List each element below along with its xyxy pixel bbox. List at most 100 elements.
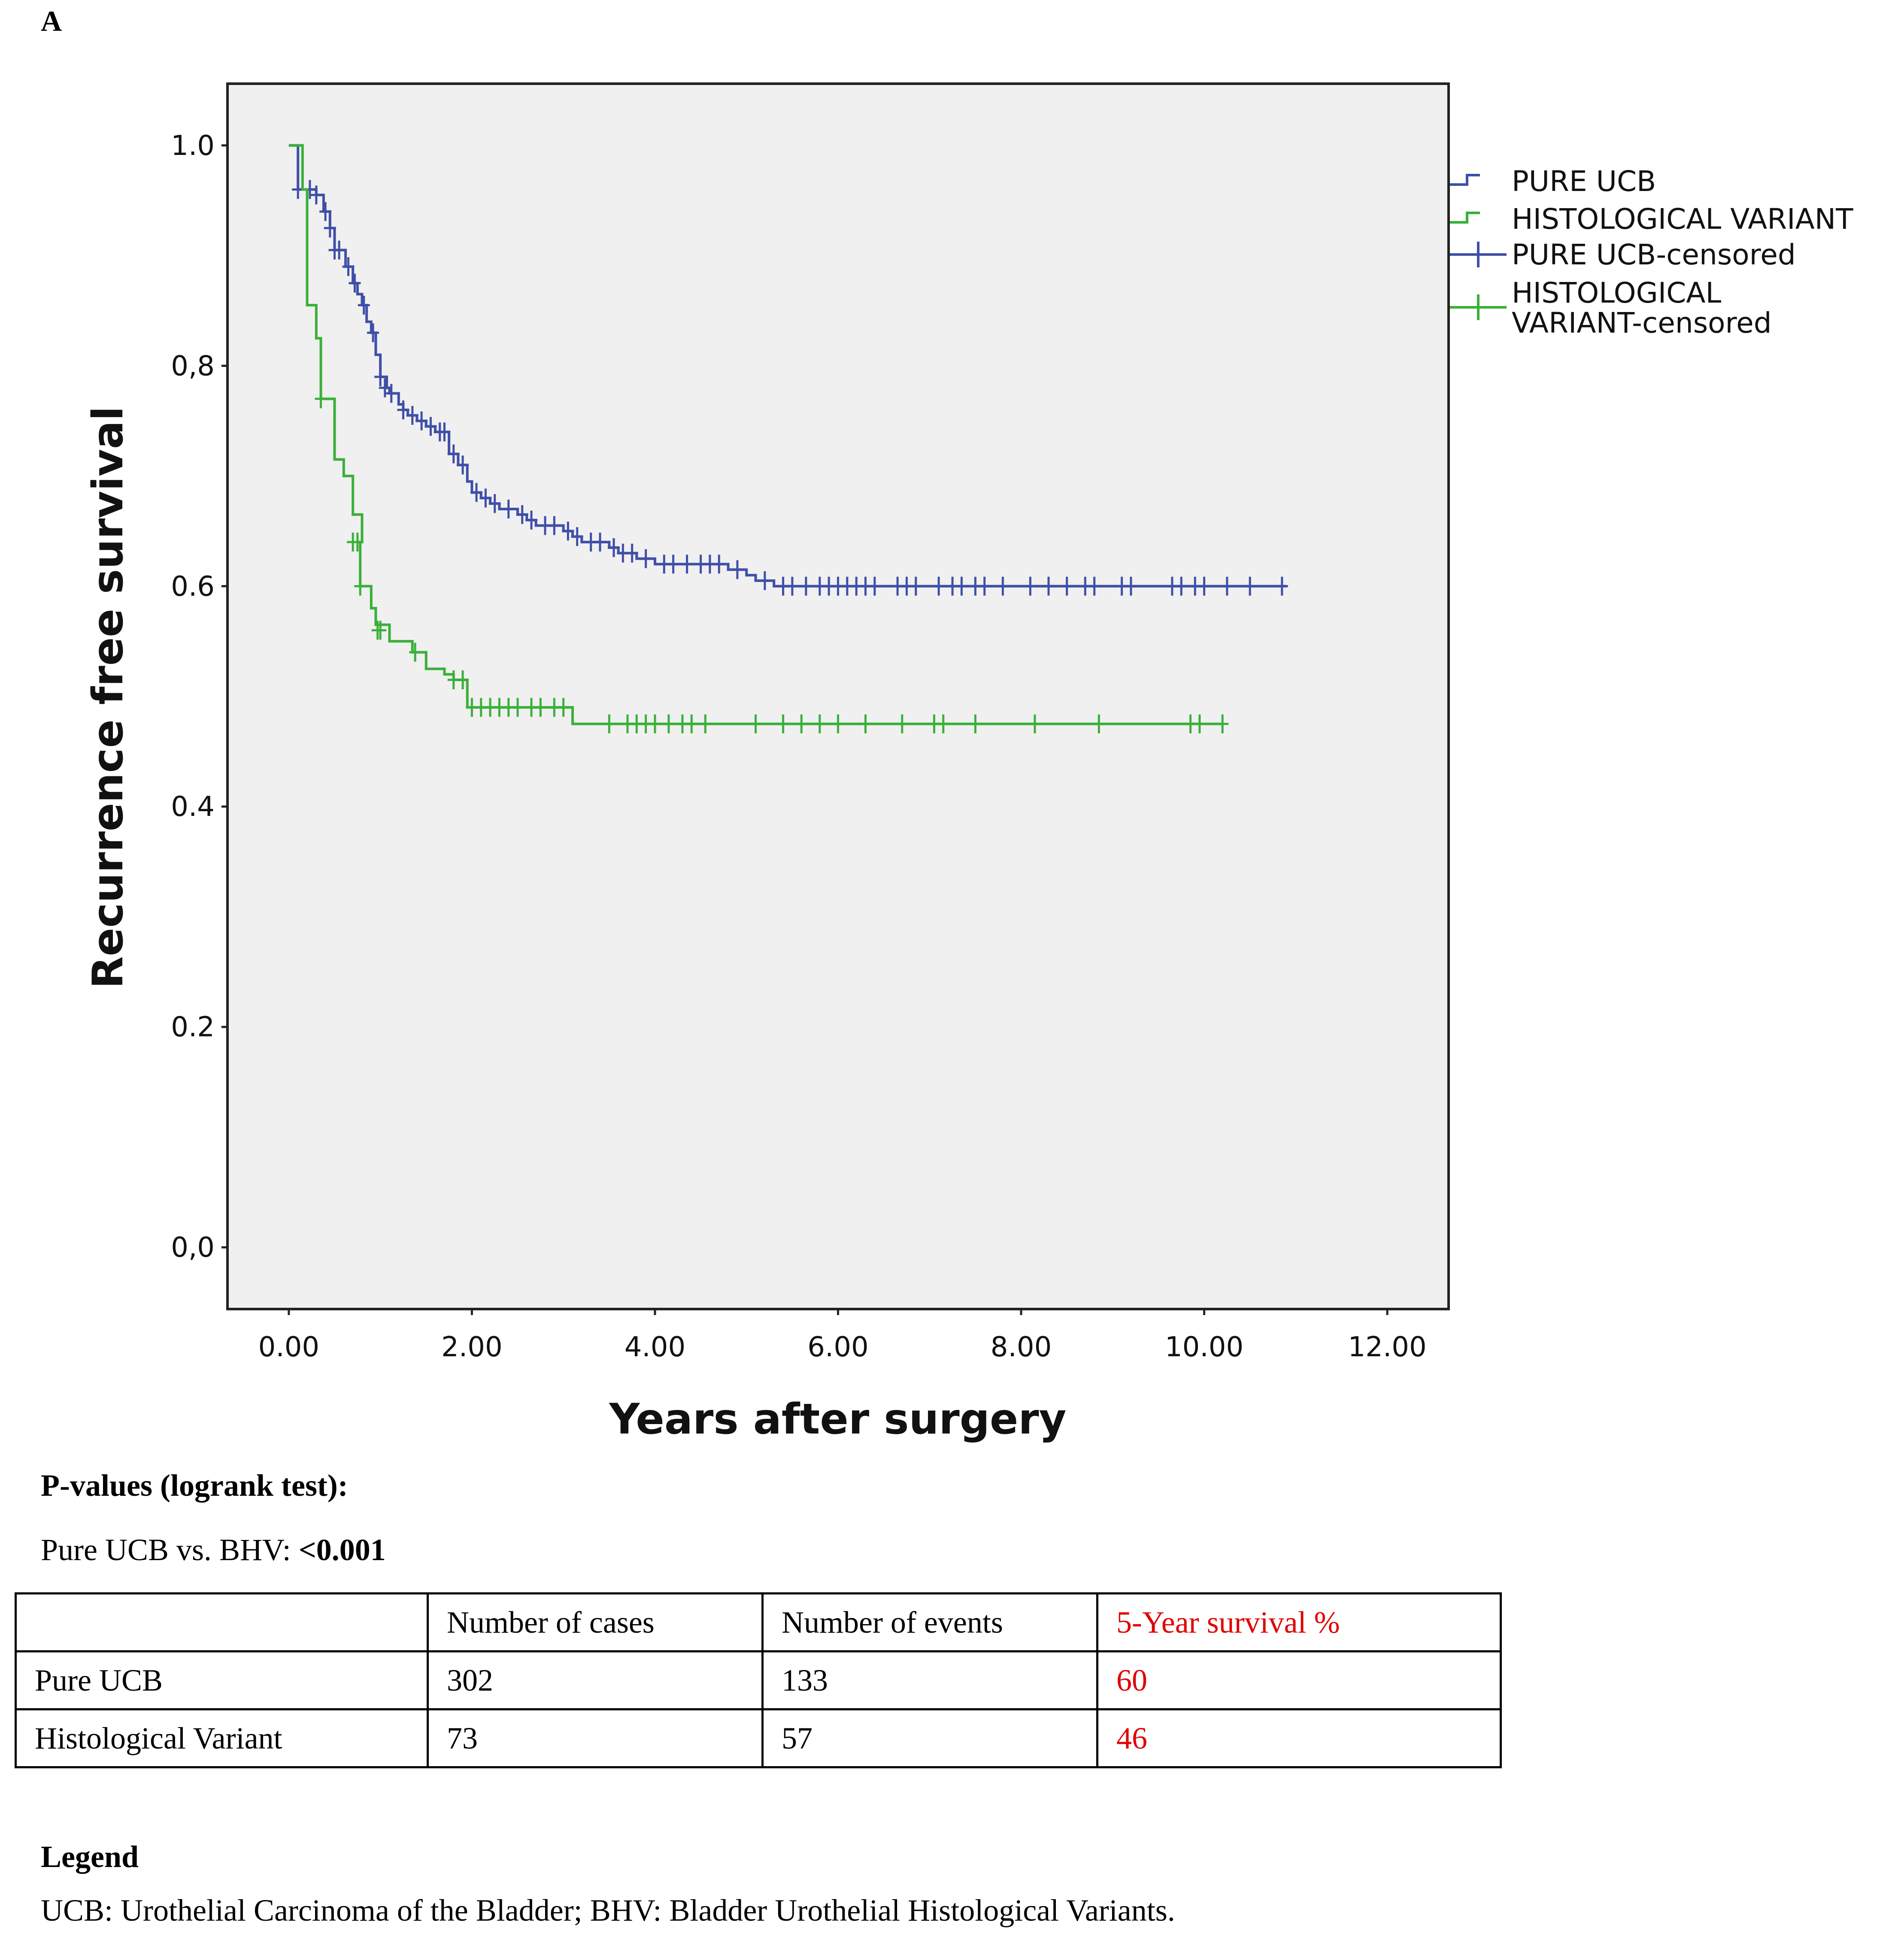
table-cell-events: 133	[761, 1650, 1098, 1710]
censor-mark-pure-ucb	[955, 576, 968, 596]
censor-mark-pure-ucb	[358, 296, 370, 315]
censor-mark-pure-ucb	[626, 543, 638, 563]
legend-label-histological-variant: HISTOLOGICAL VARIANT	[1512, 203, 1853, 236]
x-tick-label: 10.00	[1165, 1331, 1243, 1363]
censor-mark-pure-ucb	[1175, 576, 1188, 596]
censor-mark-pure-ucb	[997, 576, 1009, 596]
censor-mark-pure-ucb	[502, 500, 515, 519]
chart-legend: PURE UCB HISTOLOGICAL VARIANT PURE UCB-c…	[1450, 165, 1853, 339]
censor-mark-histological-variant	[969, 714, 982, 733]
censor-mark-pure-ucb	[713, 555, 725, 574]
series-layer	[288, 144, 1288, 733]
table-row: Histological Variant 73 57 46	[15, 1708, 1502, 1768]
censor-mark-pure-ucb	[424, 417, 437, 436]
legend-swatch-histological-variant-censored	[1450, 294, 1507, 320]
x-axis: 0.00 2.00 4.00 6.00 8.00 10.00 12.00	[258, 1309, 1427, 1363]
censor-mark-pure-ucb	[385, 384, 397, 403]
censor-mark-pure-ucb	[933, 576, 945, 596]
censor-mark-histological-variant	[512, 698, 524, 717]
censor-mark-histological-variant	[1193, 714, 1206, 733]
censor-mark-pure-ucb	[438, 422, 451, 442]
censor-mark-pure-ucb	[525, 510, 538, 530]
y-axis: 0,0 0.2 0.4 0.6 0,8 1.0	[171, 130, 227, 1264]
censor-mark-pure-ucb	[731, 560, 743, 579]
legend-swatch-pure-ucb-censored	[1450, 242, 1507, 267]
censor-mark-pure-ucb	[1043, 576, 1055, 596]
censor-mark-histological-variant	[374, 621, 387, 640]
censor-mark-histological-variant	[1216, 714, 1229, 733]
censor-mark-pure-ucb	[978, 576, 991, 596]
censor-mark-pure-ucb	[607, 538, 620, 557]
censor-mark-pure-ucb	[1088, 576, 1101, 596]
censor-mark-pure-ucb	[910, 576, 922, 596]
legend-text: UCB: Urothelial Carcinoma of the Bladder…	[41, 1893, 1175, 1928]
censor-mark-histological-variant	[409, 643, 421, 662]
censor-mark-pure-ucb	[1125, 576, 1137, 596]
censor-mark-pure-ucb	[349, 273, 361, 293]
y-tick-label: 1.0	[171, 130, 215, 162]
censor-mark-histological-variant	[685, 714, 698, 733]
legend-label-line-2: VARIANT-censored	[1512, 306, 1772, 339]
table-cell-label: Histological Variant	[15, 1708, 429, 1768]
censor-mark-pure-ucb	[367, 323, 379, 342]
censor-mark-pure-ucb	[457, 455, 469, 475]
censor-mark-pure-ucb	[488, 494, 501, 513]
censor-mark-histological-variant	[649, 714, 661, 733]
legend-swatch-histological-variant	[1450, 212, 1480, 224]
pvalue-value: <0.001	[298, 1533, 386, 1567]
censor-mark-pure-ucb	[479, 488, 492, 508]
censor-mark-pure-ucb	[397, 400, 409, 419]
censor-mark-pure-ucb	[406, 406, 418, 425]
censor-mark-histological-variant	[777, 714, 789, 733]
censor-mark-pure-ucb	[667, 555, 679, 574]
x-tick-label: 8.00	[991, 1331, 1052, 1363]
table-header-cell: 5-Year survival %	[1096, 1592, 1502, 1652]
censor-mark-histological-variant	[937, 714, 949, 733]
table-header-cell: Number of cases	[427, 1592, 764, 1652]
legend-swatch-pure-ucb	[1450, 174, 1480, 186]
pvalue-line: Pure UCB vs. BHV: <0.001	[41, 1532, 386, 1568]
x-tick-label: 0.00	[258, 1331, 320, 1363]
censor-mark-histological-variant	[699, 714, 712, 733]
censor-mark-histological-variant	[813, 714, 826, 733]
censor-mark-pure-ucb	[640, 549, 652, 568]
table-header-cell	[15, 1592, 429, 1652]
censor-mark-pure-ucb	[681, 555, 693, 574]
censor-mark-histological-variant	[749, 714, 762, 733]
censor-mark-pure-ucb	[342, 257, 355, 276]
y-tick-label: 0.6	[171, 571, 215, 603]
censor-mark-pure-ucb	[786, 576, 798, 596]
censor-mark-pure-ucb	[548, 516, 561, 535]
summary-table: Number of cases Number of events 5-Year …	[15, 1592, 1502, 1768]
table-cell-events: 57	[761, 1708, 1098, 1768]
legend-label-histological-variant-censored: HISTOLOGICAL VARIANT-censored	[1512, 276, 1772, 339]
table-cell-survival: 46	[1096, 1708, 1502, 1768]
censor-mark-histological-variant	[354, 576, 367, 596]
table-cell-survival: 60	[1096, 1650, 1502, 1710]
x-axis-label: Years after surgery	[609, 1395, 1066, 1444]
censor-mark-pure-ucb	[374, 367, 387, 386]
y-tick-label: 0.4	[171, 791, 215, 823]
table-cell-cases: 302	[427, 1650, 764, 1710]
censor-mark-pure-ucb	[571, 527, 583, 546]
legend-label-pure-ucb-censored: PURE UCB-censored	[1512, 238, 1796, 271]
table-cell-label: Pure UCB	[15, 1650, 429, 1710]
y-tick-label: 0.2	[171, 1012, 215, 1043]
censor-mark-pure-ucb	[800, 576, 812, 596]
censor-mark-histological-variant	[859, 714, 872, 733]
km-chart: 0,0 0.2 0.4 0.6 0,8 1.0 0.00 2.00 4.00 6.00 8.00 1…	[84, 82, 1853, 1444]
y-tick-label: 0,0	[171, 1232, 215, 1264]
censor-mark-histological-variant	[457, 670, 469, 689]
censor-mark-pure-ucb	[447, 444, 460, 464]
censor-mark-pure-ucb	[562, 521, 574, 541]
censor-mark-pure-ucb	[1276, 576, 1288, 596]
x-tick-label: 12.00	[1348, 1331, 1427, 1363]
censor-mark-histological-variant	[662, 714, 675, 733]
censor-mark-pure-ucb	[310, 185, 322, 205]
censor-mark-histological-variant	[1093, 714, 1105, 733]
censor-mark-pure-ucb	[319, 202, 332, 221]
legend-label-pure-ucb: PURE UCB	[1512, 165, 1656, 198]
censor-mark-pure-ucb	[470, 483, 483, 502]
table-header-row: Number of cases Number of events 5-Year …	[15, 1592, 1502, 1652]
censor-mark-pure-ucb	[379, 378, 391, 397]
